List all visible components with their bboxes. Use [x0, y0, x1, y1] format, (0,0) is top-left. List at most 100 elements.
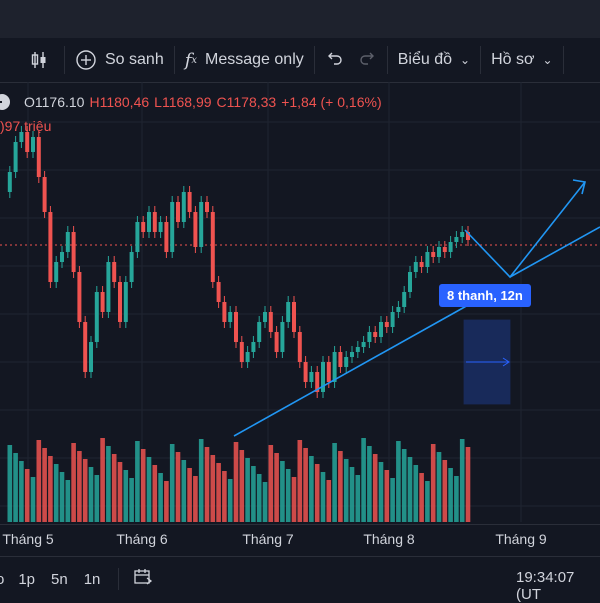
volume-legend: )97 triệu [0, 118, 52, 134]
candle-body [263, 312, 267, 322]
candle-body [112, 262, 117, 282]
chart-menu-button[interactable]: Biểu đồ ⌄ [388, 38, 480, 82]
candle-body [7, 172, 12, 192]
candle-body [466, 232, 470, 240]
candle-body [222, 302, 227, 322]
candle-body [280, 322, 285, 352]
volume-bar [320, 472, 326, 522]
volume-bar [280, 461, 285, 522]
volume-bar [233, 442, 239, 522]
volume-bar [123, 470, 129, 522]
volume-bar [343, 459, 349, 522]
redo-icon [359, 49, 377, 72]
candle-body [245, 352, 250, 362]
chevron-down-icon: ⌄ [460, 53, 471, 67]
candle-body [228, 312, 233, 322]
candle-body [205, 202, 209, 212]
volume-bar [222, 471, 227, 522]
candle-body [373, 332, 378, 337]
legend-close: C1178,33 [216, 94, 277, 110]
legend-open: O1176.10 [24, 94, 85, 110]
volume-bar [48, 456, 53, 522]
candle-body [251, 342, 256, 352]
volume-bar [135, 441, 140, 522]
volume-bar [436, 452, 442, 522]
candle-body [384, 322, 389, 327]
xaxis-tick: Tháng 6 [116, 531, 168, 547]
candle-body [350, 352, 354, 357]
top-header-bar [0, 0, 600, 39]
undo-button[interactable] [315, 38, 351, 82]
legend-low: L1168,99 [154, 94, 212, 110]
volume-bar [7, 445, 13, 522]
toolbar-divider [386, 46, 388, 74]
candle-body [170, 202, 175, 252]
candle-body [315, 372, 320, 392]
candle-body [147, 212, 151, 232]
candle-body [13, 142, 18, 172]
volume-bar [291, 477, 297, 522]
chart-menu-label: Biểu đồ [397, 51, 453, 68]
volume-bar [53, 464, 59, 522]
candle-body [321, 362, 325, 392]
candle-body [187, 192, 192, 212]
candle-body [19, 132, 24, 142]
volume-bar [216, 463, 221, 522]
volume-bar [140, 449, 146, 522]
candle-body [234, 312, 238, 342]
bottom-bar: o 1p 5n 1n 19:34:07 (UT [0, 556, 600, 603]
candle-body [437, 247, 441, 257]
toolbar-divider [64, 46, 65, 74]
clock-time: 19:34:07 (UT [516, 569, 575, 603]
toolbar-divider [313, 46, 315, 74]
candle-body [402, 292, 407, 307]
candle-body [216, 282, 221, 302]
profile-menu-button[interactable]: Hồ sơ ⌄ [481, 38, 562, 82]
projection-path [464, 181, 586, 279]
candle-body [344, 357, 349, 367]
ohlc-legend: O1176.10 H1180,46 L1168,99 C1178,33 +1,8… [0, 92, 387, 112]
legend-collapse-icon[interactable] [0, 94, 10, 110]
date-range-icon[interactable] [133, 568, 153, 590]
candle-body [77, 272, 82, 322]
range-5n-button[interactable]: 5n [51, 570, 68, 588]
candle-body [442, 247, 447, 252]
candle-body [48, 212, 53, 282]
range-button[interactable]: o [0, 570, 5, 588]
price-chart[interactable] [0, 82, 600, 522]
volume-bar [198, 439, 204, 522]
volume-bar [425, 481, 430, 522]
volume-bar [204, 447, 210, 522]
toolbar-divider [173, 46, 175, 74]
volume-bar [24, 469, 30, 522]
redo-button[interactable] [351, 38, 387, 82]
candle-body [332, 352, 337, 382]
candle-body [286, 302, 291, 322]
compare-button[interactable]: So sanh [65, 38, 174, 82]
volume-bar [372, 454, 378, 522]
toolbar-divider [480, 46, 482, 74]
candle-body [460, 232, 465, 237]
volume-bar [42, 448, 47, 522]
volume-bar [303, 448, 308, 522]
volume-bar [268, 445, 274, 522]
candle-body [309, 372, 314, 382]
candle-style-button[interactable] [0, 38, 64, 82]
volume-bar [430, 444, 436, 522]
range-1p-button[interactable]: 1p [18, 570, 36, 588]
candle-body [268, 312, 273, 332]
candle-body [199, 202, 204, 247]
volume-bar [332, 443, 337, 522]
volume-bar [146, 457, 152, 522]
candle-body [257, 322, 262, 342]
chevron-down-icon: ⌄ [542, 53, 553, 67]
candle-body [326, 362, 331, 382]
volume-bar [158, 473, 163, 522]
volume-bar [448, 468, 453, 522]
candle-body [141, 222, 146, 232]
toolbar-divider [562, 46, 564, 74]
projection-line [509, 226, 600, 278]
range-1n-button[interactable]: 1n [83, 570, 101, 588]
candle-body [193, 212, 198, 247]
